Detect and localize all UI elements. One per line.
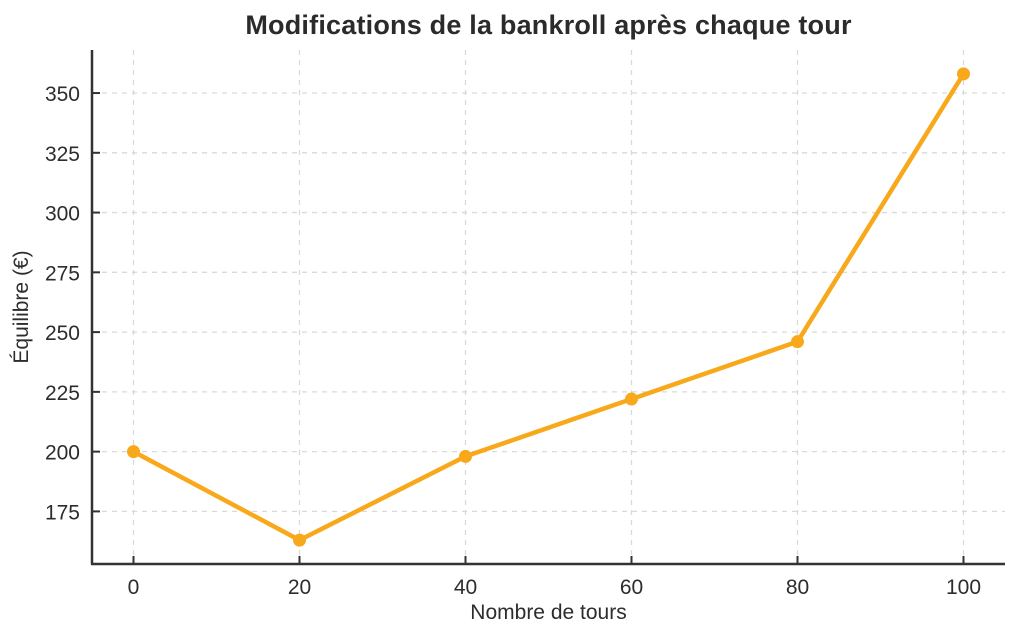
y-tick-label: 350: [45, 83, 80, 106]
x-tick-label: 60: [620, 576, 643, 599]
data-point-marker: [791, 335, 804, 349]
data-point-marker: [459, 449, 472, 463]
y-tick-label: 200: [45, 442, 80, 465]
data-point-marker: [293, 533, 306, 547]
y-tick-label: 250: [45, 322, 80, 345]
y-tick-label: 300: [45, 203, 80, 226]
data-point-marker: [127, 445, 140, 459]
data-point-marker: [957, 67, 970, 81]
x-axis-label: Nombre de tours: [470, 601, 627, 624]
y-tick-label: 275: [45, 262, 80, 285]
chart-title: Modifications de la bankroll après chaqu…: [245, 10, 852, 40]
x-tick-label: 100: [946, 576, 981, 599]
x-tick-label: 80: [786, 576, 809, 599]
series-line: [131, 71, 966, 543]
x-tick-label: 40: [454, 576, 477, 599]
y-tick-label: 225: [45, 382, 80, 405]
data-point-marker: [625, 392, 638, 406]
y-tick-label: 175: [45, 501, 80, 524]
x-tick-label: 0: [128, 576, 140, 599]
x-tick-label: 20: [288, 576, 311, 599]
y-tick-label: 325: [45, 143, 80, 166]
